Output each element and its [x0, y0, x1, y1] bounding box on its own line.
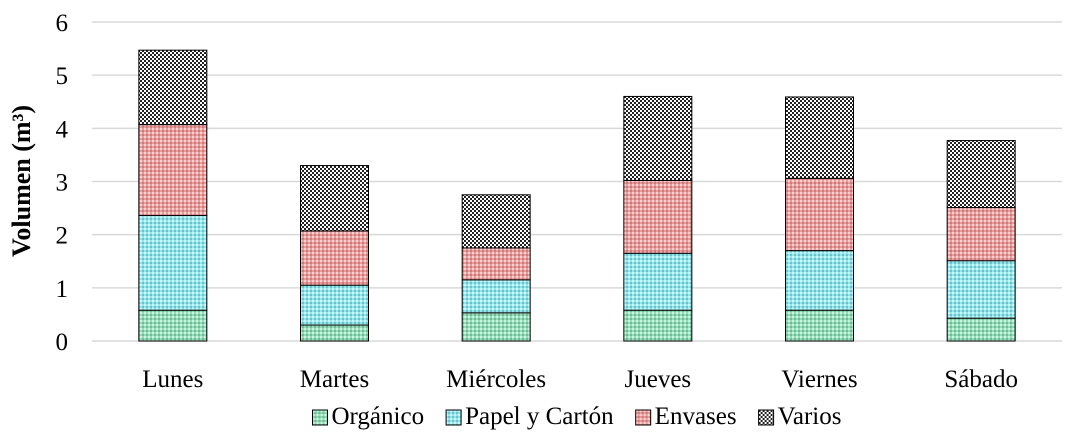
bar-segment-papel-y-carton: [785, 250, 854, 311]
bar-segment-envases: [138, 124, 208, 217]
x-tick-label: Sábado: [944, 366, 1018, 393]
bar-segment-envases: [946, 207, 1016, 262]
y-tick-label: 0: [56, 329, 69, 356]
bar-segment-envases: [623, 179, 693, 254]
bar-segment-organico: [300, 324, 369, 342]
legend-item-organico: Orgánico: [312, 403, 425, 430]
legend-swatch: [312, 409, 329, 426]
x-tick-label: Miércoles: [446, 366, 546, 393]
bar-segment-organico: [461, 312, 531, 342]
bar-segment-varios: [623, 95, 693, 181]
bar-segment-varios: [300, 165, 369, 232]
x-tick-label: Martes: [300, 366, 369, 393]
legend-item-papel-y-carton: Papel y Cartón: [445, 403, 614, 430]
legend-item-envases: Envases: [635, 403, 737, 430]
bar-segment-organico: [138, 309, 208, 342]
legend-swatch: [635, 409, 652, 426]
x-tick-label: Jueves: [625, 366, 692, 393]
bar-segment-papel-y-carton: [461, 279, 531, 314]
x-tick-label: Viernes: [781, 366, 857, 393]
bar-segment-envases: [461, 247, 531, 281]
y-tick-label: 3: [56, 170, 69, 197]
bar-segment-organico: [785, 309, 854, 342]
bar-segment-varios: [138, 49, 208, 126]
legend-label: Envases: [655, 403, 737, 430]
legend-item-varios: Varios: [758, 403, 842, 430]
bars: [138, 49, 1016, 342]
y-tick-label: 2: [56, 223, 69, 250]
bar-segment-organico: [623, 309, 693, 342]
bar-segment-varios: [946, 140, 1016, 209]
bar-segment-papel-y-carton: [946, 260, 1016, 319]
bar-segment-papel-y-carton: [300, 284, 369, 326]
bar-segment-envases: [785, 177, 854, 252]
y-tick-label: 1: [56, 276, 69, 303]
bar-segment-papel-y-carton: [138, 215, 208, 311]
y-tick-label: 5: [56, 63, 69, 90]
x-tick-labels: Lunes Martes Miércoles Jueves Viernes Sábado: [142, 366, 1018, 393]
y-tick-labels: 0 1 2 3 4 5 6: [56, 10, 69, 356]
y-tick-label: 6: [56, 10, 69, 37]
bar-segment-papel-y-carton: [623, 252, 693, 311]
bar-segment-varios: [785, 96, 854, 179]
gridlines: [92, 21, 1062, 342]
legend-label: Varios: [778, 403, 842, 430]
y-tick-label: 4: [56, 116, 69, 143]
bar-segment-organico: [946, 317, 1016, 342]
legend-swatch: [758, 409, 775, 426]
x-tick-label: Lunes: [142, 366, 203, 393]
y-axis-title: Volumen (m³): [7, 105, 36, 257]
legend: Orgánico Papel y Cartón Envases Varios: [312, 403, 842, 430]
bar-segment-envases: [300, 230, 369, 286]
legend-swatch: [445, 409, 462, 426]
legend-label: Orgánico: [332, 403, 425, 430]
legend-label: Papel y Cartón: [465, 403, 614, 430]
bar-segment-varios: [461, 194, 531, 249]
